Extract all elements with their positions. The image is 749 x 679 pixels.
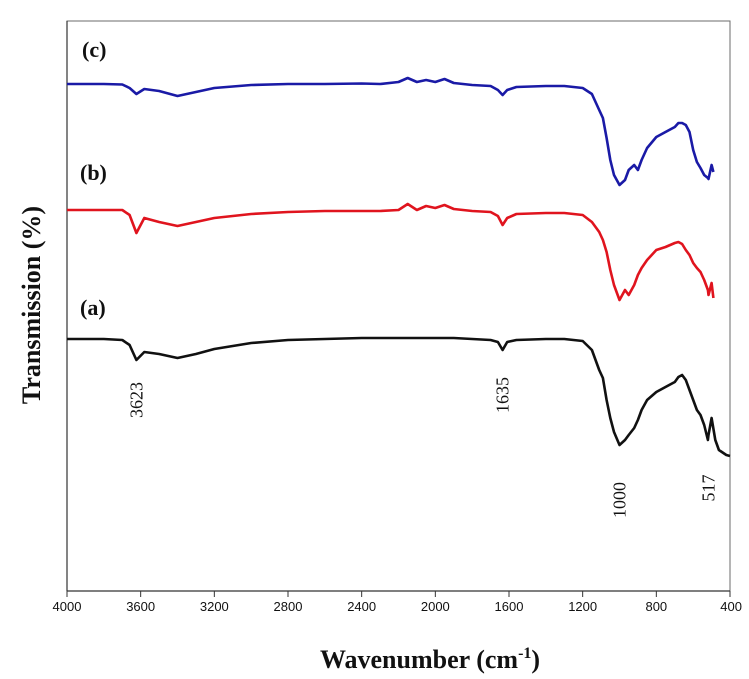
series-line-c	[67, 76, 715, 187]
x-tick-label: 2400	[347, 599, 376, 614]
x-tick-label: 1200	[568, 599, 597, 614]
plot-frame	[66, 20, 731, 592]
peak-label-517: 517	[699, 475, 719, 502]
series-label-a: (a)	[80, 295, 106, 320]
x-tick-label: 3600	[126, 599, 155, 614]
peak-label-3623: 3623	[126, 382, 146, 418]
series-line-b	[67, 202, 715, 302]
x-tick-label: 2800	[274, 599, 303, 614]
x-axis-title-sup: -1	[518, 645, 531, 662]
series-layer	[67, 76, 731, 458]
x-ticks: 4000 3600 3200 2800 2400 2000 1600 1200 800 400	[53, 591, 742, 614]
x-tick-label: 800	[645, 599, 667, 614]
series-line-a	[67, 336, 731, 458]
x-axis-title: Wavenumber (cm-1)	[320, 645, 540, 674]
peak-annotations: 3623 1635 1000 517	[126, 377, 718, 518]
peak-label-1000: 1000	[610, 482, 630, 518]
y-axis-title: Transmission (%)	[17, 206, 46, 404]
x-tick-label: 2000	[421, 599, 450, 614]
x-tick-label: 1600	[495, 599, 524, 614]
x-tick-label: 4000	[53, 599, 82, 614]
series-label-b: (b)	[80, 160, 107, 185]
peak-label-1635: 1635	[493, 377, 513, 413]
series-label-c: (c)	[82, 37, 106, 62]
x-tick-label: 3200	[200, 599, 229, 614]
x-axis-title-end: )	[531, 645, 540, 674]
x-tick-label: 400	[720, 599, 742, 614]
x-axis-title-main: Wavenumber (cm	[320, 645, 518, 674]
